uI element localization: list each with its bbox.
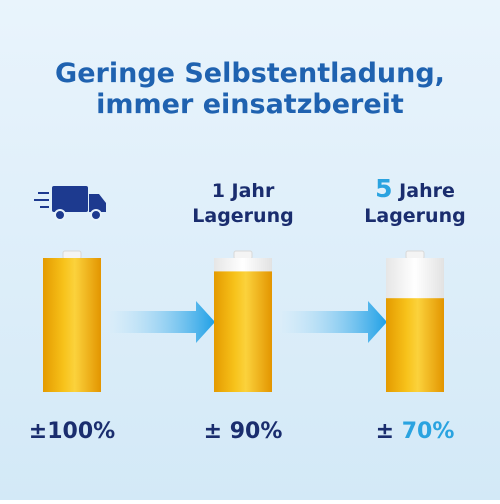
- battery-cap: [233, 250, 253, 260]
- arrow: [282, 301, 387, 343]
- battery-fill: [386, 298, 444, 392]
- stage-heading: Lagerung: [364, 205, 465, 227]
- arrow: [110, 301, 215, 343]
- battery-cap: [405, 250, 425, 260]
- battery-cap: [62, 250, 82, 260]
- battery-fill: [214, 271, 272, 392]
- value-sign: ±: [376, 419, 394, 444]
- value-text: 100%: [47, 419, 115, 444]
- truck-icon: [34, 186, 106, 221]
- value-text: 70%: [402, 419, 455, 444]
- stage-heading: Lagerung: [192, 205, 293, 227]
- value-sign: ±: [29, 419, 47, 444]
- heading-text: Jahre: [397, 180, 455, 202]
- value-label: ± 90%: [204, 419, 283, 444]
- heading-text: 1 Jahr: [212, 180, 275, 202]
- title-line: immer einsatzbereit: [96, 89, 404, 120]
- value-text: 90%: [230, 419, 283, 444]
- stage-heading: 1 Jahr: [212, 180, 275, 202]
- value-sign: ±: [204, 419, 222, 444]
- battery-fill: [43, 258, 101, 392]
- title-line: Geringe Selbstentladung,: [55, 58, 445, 89]
- value-label: ±100%: [29, 419, 115, 444]
- heading-number: 5: [375, 174, 392, 203]
- value-label: ± 70%: [376, 419, 455, 444]
- stage-heading: 5 Jahre: [375, 174, 455, 203]
